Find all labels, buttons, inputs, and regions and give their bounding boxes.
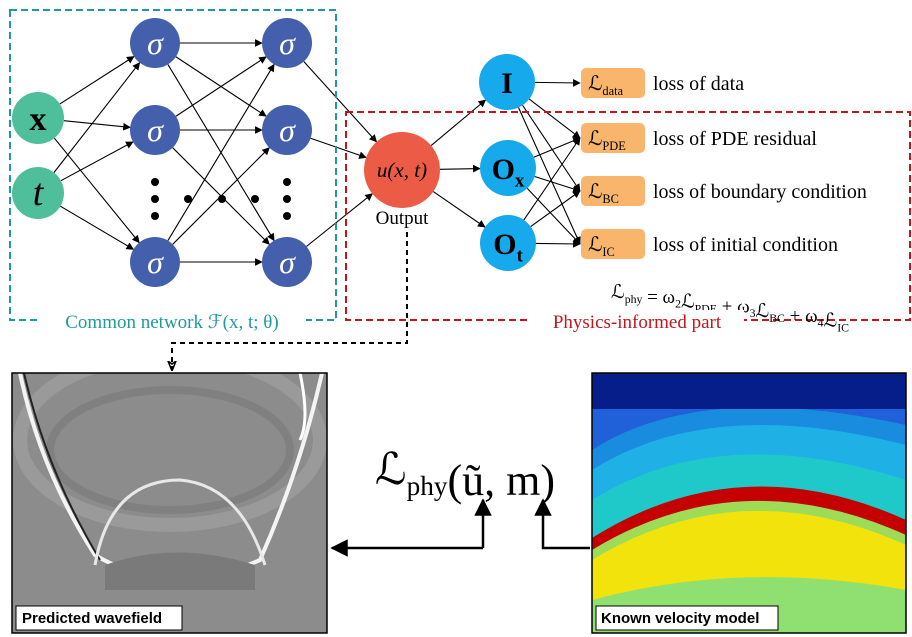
panel-label: Predicted wavefield — [22, 610, 162, 627]
edge — [60, 206, 133, 249]
hidden-label: σ — [279, 25, 296, 61]
edge — [529, 99, 580, 138]
hidden-label: σ — [279, 112, 296, 148]
edge — [535, 82, 580, 83]
edge — [54, 138, 139, 242]
input-label: t — [33, 172, 45, 214]
edge — [64, 121, 130, 128]
edge — [61, 142, 133, 181]
edge — [431, 100, 485, 146]
edge — [54, 63, 140, 173]
physics-label: Physics-informed part — [553, 312, 722, 333]
loss-description: loss of data — [653, 73, 744, 95]
physics-loss-part: ℒ — [611, 282, 625, 303]
loss-description: loss of PDE residual — [653, 128, 817, 150]
edge — [536, 243, 580, 244]
output-caption: Output — [376, 208, 430, 229]
loss-symbol-main: ℒ — [588, 181, 602, 203]
edge — [304, 62, 377, 142]
loss-symbol-sub: PDE — [602, 139, 625, 153]
operator-label-main: I — [501, 67, 513, 100]
operator-label-sub: x — [515, 171, 525, 192]
ellipsis-dots — [151, 178, 291, 220]
velocity-image — [592, 373, 906, 633]
operator-label-main: O — [493, 228, 516, 261]
physics-loss-part: ℒ — [756, 301, 770, 322]
loss-symbol-main: ℒ — [588, 128, 602, 150]
loss-symbol-sub: data — [602, 84, 623, 98]
residual-formula-sub: phy — [407, 471, 448, 501]
edge — [433, 192, 485, 228]
output-label: u(x, t) — [377, 158, 427, 182]
physics-loss-sub: IC — [837, 321, 849, 334]
edge — [307, 194, 373, 247]
physics-loss-part: ℒ — [824, 311, 838, 332]
edge — [535, 177, 580, 191]
loss-symbol-sub: BC — [602, 192, 619, 206]
hidden-label: σ — [147, 25, 164, 61]
loss-description: loss of boundary condition — [653, 181, 867, 203]
network-label: Common network ℱ(x, t; θ) — [65, 312, 279, 333]
edge — [311, 138, 366, 157]
edge — [440, 169, 480, 170]
edge — [531, 191, 580, 227]
panel-label: Known velocity model — [601, 610, 759, 627]
loss-symbol-main: ℒ — [588, 73, 602, 95]
hidden-label: σ — [147, 244, 164, 280]
physics-loss-part: + ω — [785, 306, 818, 327]
operator-label: I — [501, 67, 513, 100]
loss-symbol-sub: IC — [602, 245, 614, 259]
arrow — [543, 500, 590, 548]
residual-formula-part: ℒ — [375, 445, 407, 494]
operator-label-sub: t — [517, 246, 524, 267]
hidden-label: σ — [147, 112, 164, 148]
physics-loss-part: ℒ — [681, 292, 695, 313]
residual-formula-part: (ũ, m) — [448, 456, 556, 505]
input-label: x — [30, 101, 47, 138]
wavefield-image — [12, 355, 327, 633]
hidden-label: σ — [279, 244, 296, 280]
physics-loss-part: = ω — [642, 287, 675, 308]
loss-description: loss of initial condition — [653, 234, 838, 256]
physics-loss-sub: BC — [769, 312, 785, 325]
edge — [60, 56, 134, 103]
figure: Predicted wavefield Known velocity model… — [0, 0, 912, 637]
residual-formula: ℒphy(ũ, m) — [375, 445, 555, 505]
physics-loss-sub: phy — [625, 293, 643, 306]
loss-symbol-main: ℒ — [588, 234, 602, 256]
operator-label-main: O — [492, 153, 515, 186]
